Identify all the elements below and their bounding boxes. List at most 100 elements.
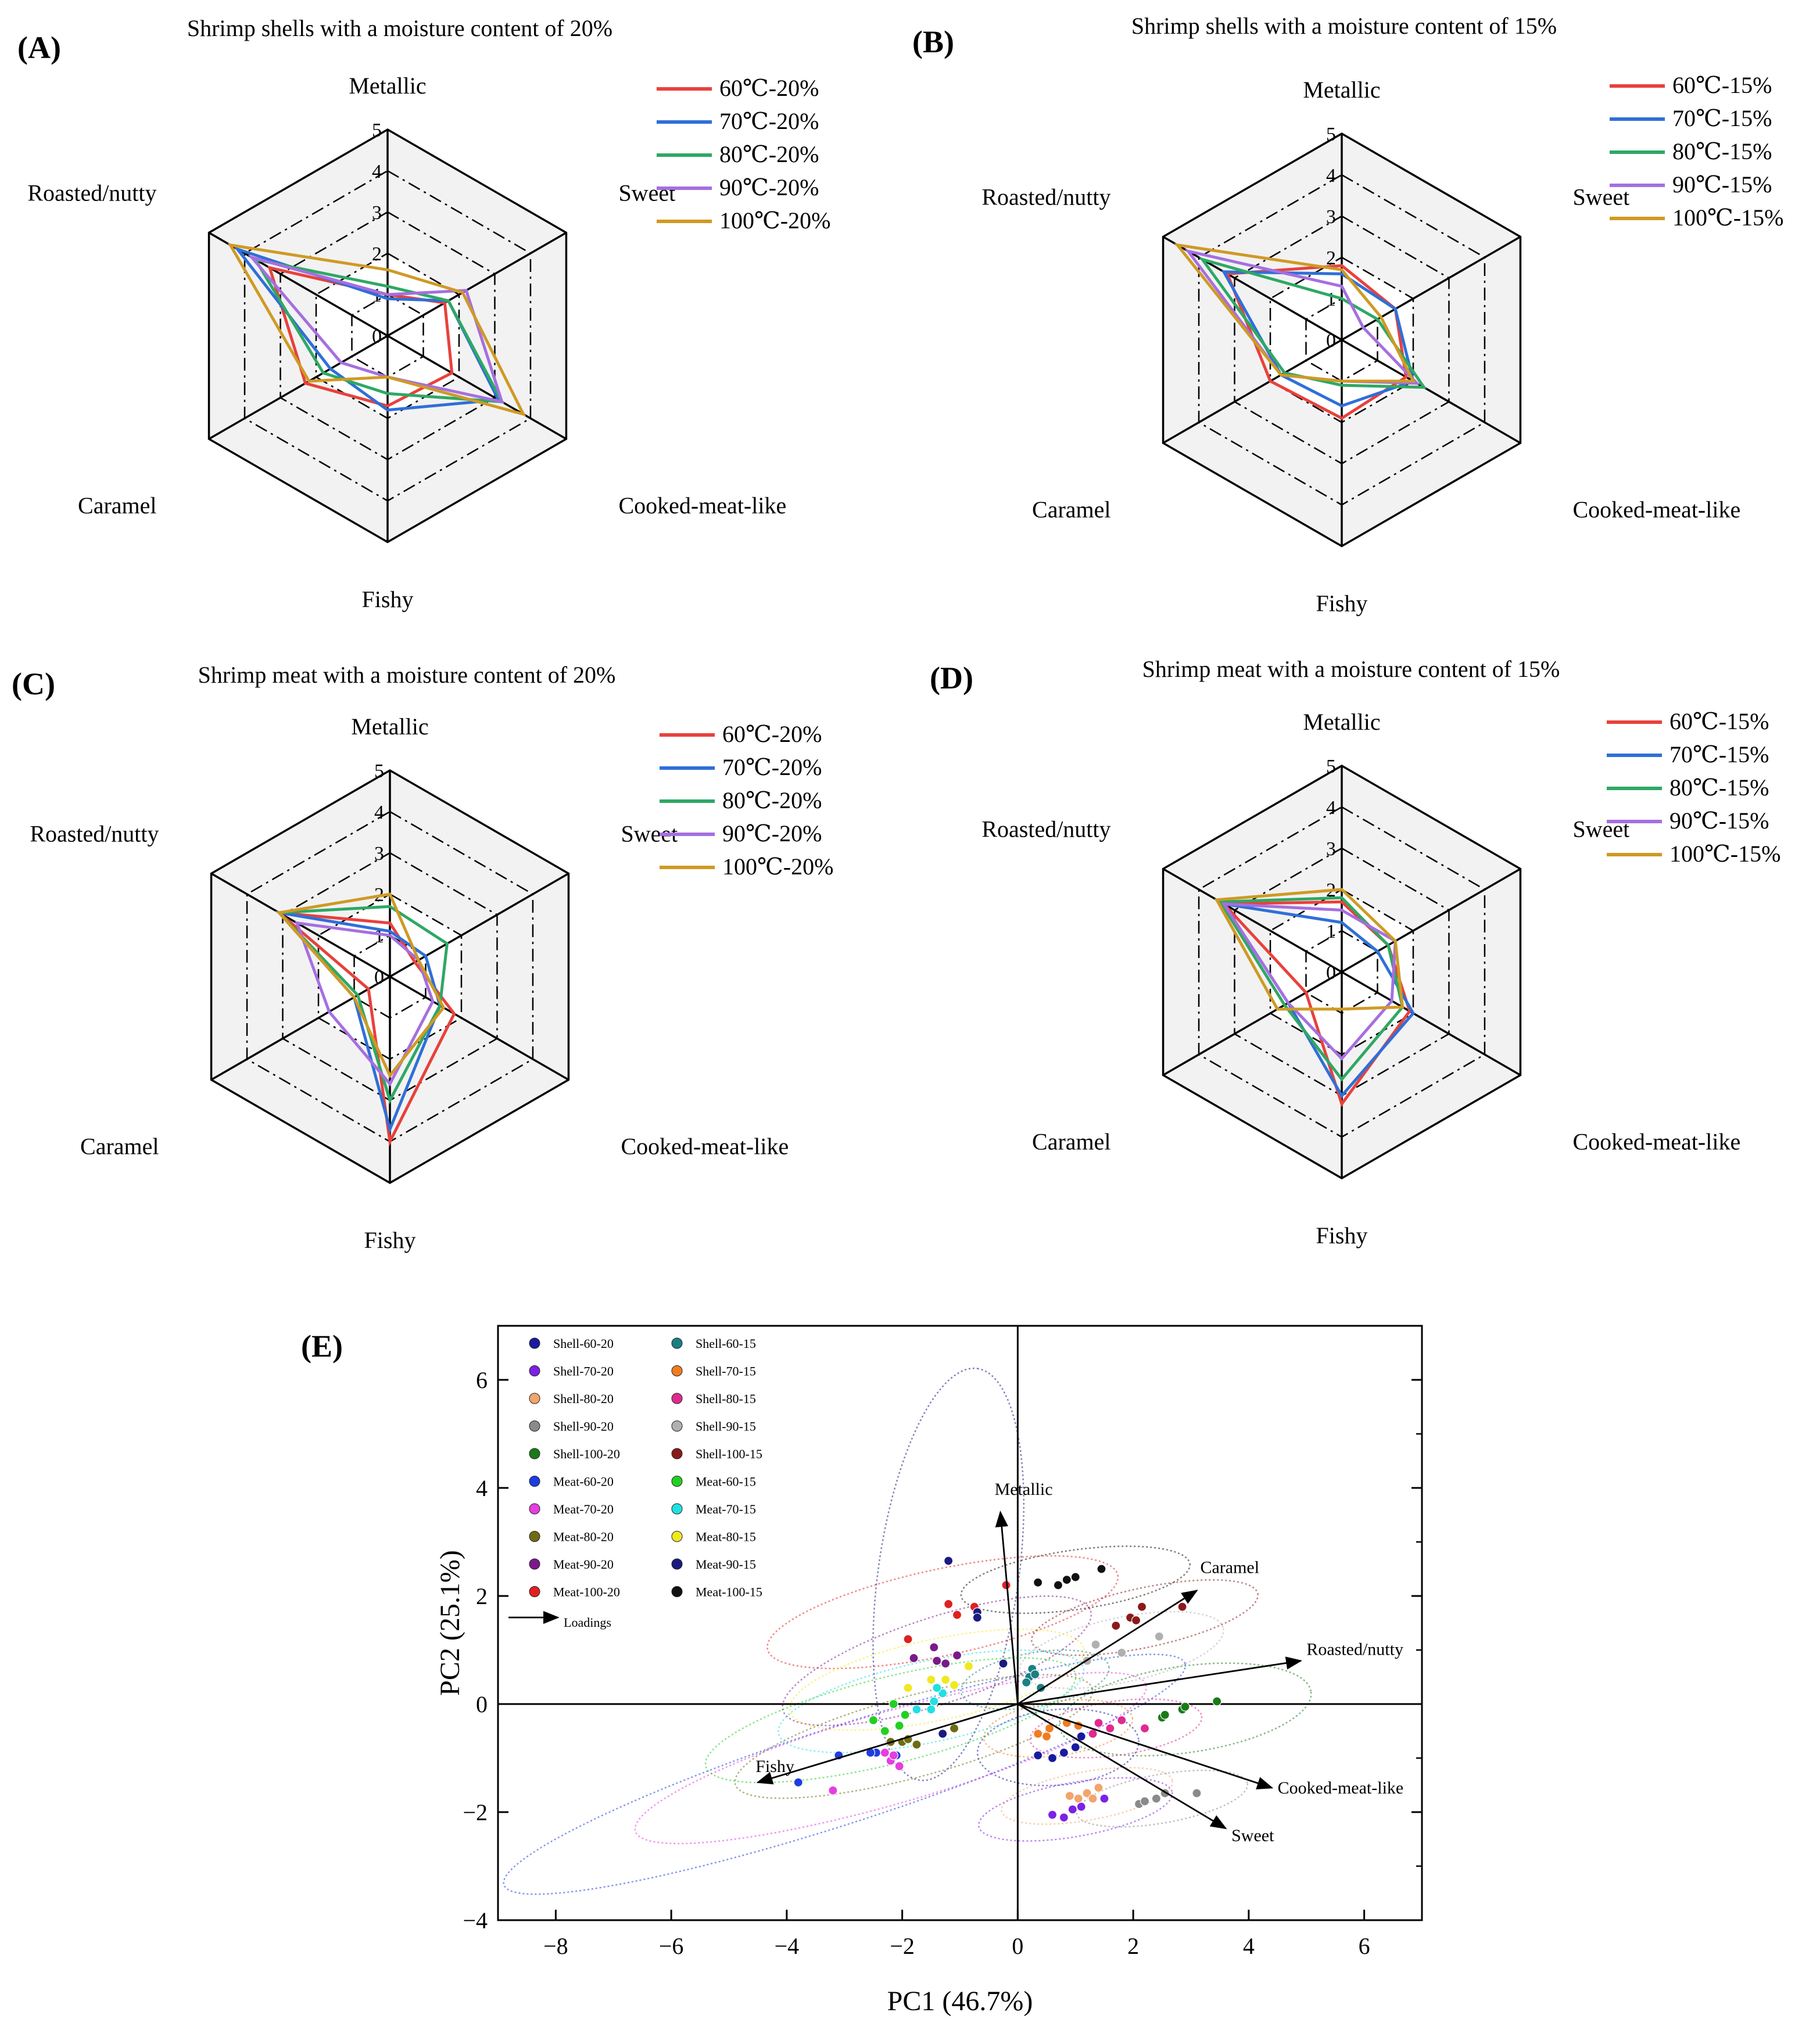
y-tick-label: −4 [463, 1907, 488, 1934]
score-point-shell-60-20 [1033, 1751, 1043, 1760]
legend-entry-60: 60℃-15% [1672, 72, 1772, 98]
radar-series-60 [267, 266, 454, 408]
radar-spoke [387, 335, 567, 440]
radar-axis-label: Caramel [1032, 497, 1111, 523]
score-point-meat-100-20 [944, 1599, 954, 1609]
score-point-meat-60-15 [868, 1715, 879, 1725]
legend-marker [671, 1503, 683, 1515]
score-point-shell-100-20 [1160, 1710, 1170, 1720]
legend-entry-90: 90℃-15% [1672, 171, 1772, 198]
score-point-meat-80-15 [941, 1675, 951, 1685]
panel-title: Shrimp shells with a moisture content of… [187, 15, 612, 41]
legend-label: Meat-90-15 [696, 1557, 756, 1572]
score-point-meat-100-15 [1053, 1580, 1063, 1590]
legend-entry-100: 100℃-20% [719, 207, 830, 234]
score-point-shell-80-20 [1088, 1794, 1098, 1803]
score-point-shell-70-20 [1047, 1810, 1058, 1820]
score-point-meat-100-20 [903, 1634, 913, 1644]
score-point-meat-70-15 [912, 1705, 922, 1714]
radar-spoke [1341, 867, 1521, 973]
score-point-meat-90-20 [929, 1642, 939, 1652]
confidence-ellipse [1029, 1698, 1203, 1759]
score-point-meat-100-20 [952, 1610, 962, 1620]
x-tick-label: 4 [1243, 1933, 1255, 1959]
legend-marker [671, 1421, 683, 1432]
score-point-shell-60-15 [1030, 1669, 1040, 1679]
score-point-meat-60-15 [880, 1726, 890, 1736]
score-point-meat-80-15 [963, 1661, 974, 1671]
confidence-ellipse [503, 1653, 1187, 1895]
score-point-meat-70-20 [828, 1785, 838, 1795]
confidence-ellipse [789, 1629, 1085, 1731]
legend-marker [671, 1476, 683, 1487]
legend-label: Shell-90-20 [553, 1419, 614, 1434]
radar-spoke [1341, 339, 1521, 444]
confidence-ellipse [1031, 1579, 1259, 1656]
panel-title: Shrimp meat with a moisture content of 2… [198, 662, 616, 688]
radar-tick-label: 5 [1326, 756, 1336, 777]
radar-series-70 [1221, 270, 1415, 408]
score-point-shell-70-15 [1041, 1731, 1052, 1741]
loading-label: Fishy [755, 1757, 794, 1776]
loading-label: Metallic [995, 1480, 1053, 1499]
x-tick-label: 0 [1012, 1933, 1023, 1959]
y-tick-label: 2 [476, 1583, 488, 1609]
score-point-shell-80-20 [1073, 1794, 1083, 1803]
score-point-meat-70-20 [894, 1761, 904, 1771]
score-point-meat-90-15 [938, 1729, 948, 1739]
legend-entry-90: 90℃-20% [722, 820, 822, 846]
legend-marker [529, 1448, 540, 1459]
radar-axis-label: Cooked-meat-like [1572, 1129, 1740, 1155]
legend-entry-80: 80℃-20% [722, 787, 822, 813]
score-point-meat-100-15 [1097, 1564, 1106, 1574]
confidence-ellipse [977, 1777, 1173, 1842]
radar-panel-a: (A) Shrimp shells with a moisture content… [17, 15, 830, 612]
legend-label: Shell-60-15 [696, 1336, 756, 1351]
legend-label: Shell-70-20 [553, 1364, 614, 1379]
panel-label: (A) [17, 30, 61, 65]
legend-label: Meat-80-15 [696, 1530, 756, 1544]
legend-marker [671, 1365, 683, 1376]
panel-label: (C) [12, 666, 55, 701]
radar-spoke [1341, 235, 1521, 341]
radar-series-100 [1174, 243, 1416, 383]
radar-tick-label: 0 [374, 967, 384, 988]
panel-title: Shrimp meat with a moisture content of 1… [1142, 656, 1560, 682]
radar-series-80 [1198, 257, 1427, 389]
loading-arrow-fishy [756, 1703, 1018, 1785]
radar-spoke [210, 975, 390, 1081]
legend-entry-80: 80℃-15% [1672, 138, 1772, 164]
score-point-meat-80-20 [912, 1739, 922, 1749]
radar-axis-label: Sweet [1572, 184, 1629, 210]
confidence-ellipse [1076, 1769, 1249, 1828]
radar-axis-label: Metallic [351, 713, 428, 740]
legend-entry-90: 90℃-20% [719, 174, 819, 200]
radar-spoke [1341, 971, 1521, 1077]
radar-tick-label: 5 [1326, 124, 1336, 145]
score-point-shell-60-20 [1070, 1742, 1080, 1752]
score-point-shell-90-15 [1117, 1648, 1127, 1658]
legend-entry-70: 70℃-15% [1672, 105, 1772, 131]
legend-label: Shell-60-20 [553, 1336, 614, 1351]
pca-frame [497, 1325, 1423, 1921]
confidence-ellipse [704, 1657, 1077, 1784]
score-point-meat-90-20 [932, 1656, 942, 1666]
radar-axis-label: Fishy [1316, 590, 1368, 616]
score-point-meat-100-15 [1062, 1575, 1072, 1585]
legend-label: Meat-100-20 [553, 1585, 620, 1599]
radar-tick-label: 1 [1326, 289, 1336, 310]
legend-label: Shell-100-15 [696, 1447, 762, 1461]
score-point-shell-80-20 [1094, 1783, 1104, 1793]
confidence-ellipse [782, 1595, 1092, 1727]
radar-panel-d: (D) Shrimp meat with a moisture content o… [930, 656, 1780, 1249]
score-point-meat-80-15 [949, 1680, 959, 1690]
radar-spoke [1162, 867, 1342, 973]
score-point-shell-100-15 [1177, 1602, 1187, 1612]
radar-background [211, 770, 569, 1183]
radar-tick-label: 0 [1326, 330, 1336, 351]
radar-spoke [1162, 971, 1342, 1077]
radar-tick-label: 3 [1326, 838, 1336, 860]
x-tick-label: 2 [1127, 1933, 1139, 1959]
radar-axis-label: Metallic [1303, 77, 1380, 103]
score-point-shell-60-20 [1076, 1731, 1086, 1741]
